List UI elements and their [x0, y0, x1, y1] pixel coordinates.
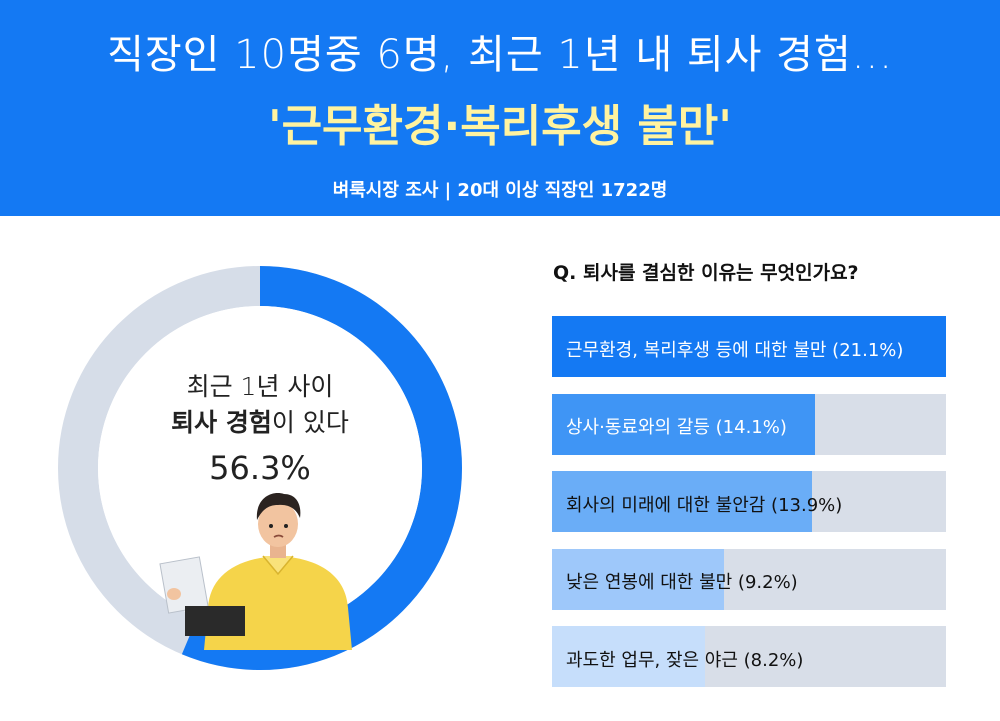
laptop [185, 606, 245, 636]
worker-hand [167, 588, 181, 600]
worker-eye-right [284, 524, 288, 528]
bar-label: 근무환경, 복리후생 등에 대한 불만 (21.1%) [566, 339, 904, 361]
bar-fill [552, 626, 706, 687]
worker-face [258, 501, 298, 547]
chart-title: Q. 퇴사를 결심한 이유는 무엇인가요? [553, 262, 859, 284]
worker-mouth [273, 534, 284, 538]
bar-chart: 근무환경, 복리후생 등에 대한 불만 (21.1%) 상사·동료와의 갈등 (1… [552, 316, 946, 687]
highlight-headline: '근무환경·복리후생 불만' [268, 101, 732, 152]
bar-row: 상사·동료와의 갈등 (14.1%) [552, 393, 946, 455]
bar-label: 상사·동료와의 갈등 (14.1%) [566, 417, 787, 438]
bar-row: 회사의 미래에 대한 불안감 (13.9%) [552, 471, 946, 532]
donut-value-label: 56.3% [209, 449, 311, 487]
bar-fill [552, 548, 724, 610]
donut-line1: 최근 1년 사이 [186, 372, 334, 401]
worker-eye-left [269, 524, 273, 528]
document-sheet [159, 556, 209, 614]
donut-chart [58, 266, 462, 670]
bar-row: 근무환경, 복리후생 등에 대한 불만 (21.1%) [552, 316, 946, 377]
worker-illustration [159, 493, 352, 650]
donut-line2: 퇴사 경험이 있다 [150, 404, 370, 442]
bar-fill [552, 471, 812, 532]
headline: 직장인 10명중 6명, 최근 1년 내 퇴사 경험... [107, 32, 893, 78]
header-banner: 직장인 10명중 6명, 최근 1년 내 퇴사 경험... '근무환경·복리후생… [0, 0, 1000, 216]
survey-subtitle: 벼룩시장 조사 | 20대 이상 직장인 1722명 [332, 180, 668, 201]
bar-label: 낮은 연봉에 대한 불만 (9.2%) [566, 572, 798, 593]
bar-fill [552, 393, 816, 455]
bar-label: 과도한 업무, 잦은 야근 (8.2%) [566, 649, 804, 671]
donut-line2-bold: 퇴사 경험 [171, 408, 272, 437]
worker-collar [262, 555, 294, 576]
bar-fill [552, 316, 946, 377]
donut-center-label: 최근 1년 사이 퇴사 경험이 있다 56.3% [150, 370, 370, 492]
donut-line2-rest: 이 있다 [271, 408, 349, 437]
worker-neck [270, 544, 286, 558]
donut-hole [98, 306, 422, 630]
bar-row: 과도한 업무, 잦은 야근 (8.2%) [552, 626, 946, 687]
worker-hair [256, 493, 301, 520]
bar-label: 회사의 미래에 대한 불안감 (13.9%) [566, 494, 843, 516]
bar-row: 낮은 연봉에 대한 불만 (9.2%) [552, 548, 946, 610]
